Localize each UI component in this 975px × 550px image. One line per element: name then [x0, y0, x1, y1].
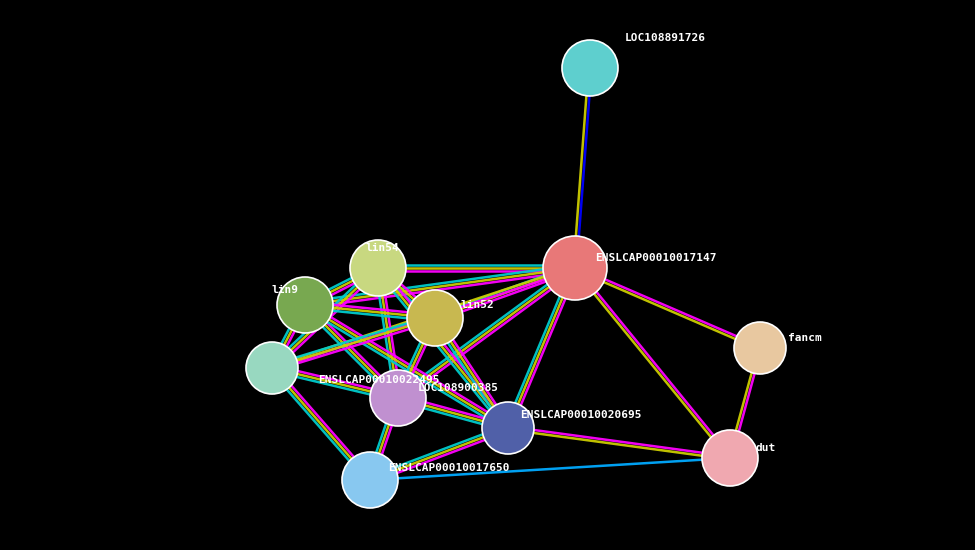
Ellipse shape — [702, 430, 758, 486]
Text: ENSLCAP00010022495: ENSLCAP00010022495 — [318, 375, 440, 385]
Ellipse shape — [370, 370, 426, 426]
Text: dut: dut — [756, 443, 776, 453]
Ellipse shape — [350, 240, 406, 296]
Text: lin52: lin52 — [460, 300, 493, 310]
Text: LOC108891726: LOC108891726 — [625, 33, 706, 43]
Ellipse shape — [407, 290, 463, 346]
Ellipse shape — [543, 236, 607, 300]
Text: fancm: fancm — [788, 333, 822, 343]
Ellipse shape — [562, 40, 618, 96]
Text: ENSLCAP00010017650: ENSLCAP00010017650 — [388, 463, 510, 473]
Ellipse shape — [734, 322, 786, 374]
Text: ENSLCAP00010020695: ENSLCAP00010020695 — [520, 410, 642, 420]
Text: lin54: lin54 — [365, 243, 399, 253]
Text: ENSLCAP00010017147: ENSLCAP00010017147 — [595, 253, 717, 263]
Ellipse shape — [277, 277, 333, 333]
Text: lin9: lin9 — [271, 285, 298, 295]
Ellipse shape — [482, 402, 534, 454]
Ellipse shape — [246, 342, 298, 394]
Ellipse shape — [342, 452, 398, 508]
Text: LOC108900385: LOC108900385 — [418, 383, 499, 393]
